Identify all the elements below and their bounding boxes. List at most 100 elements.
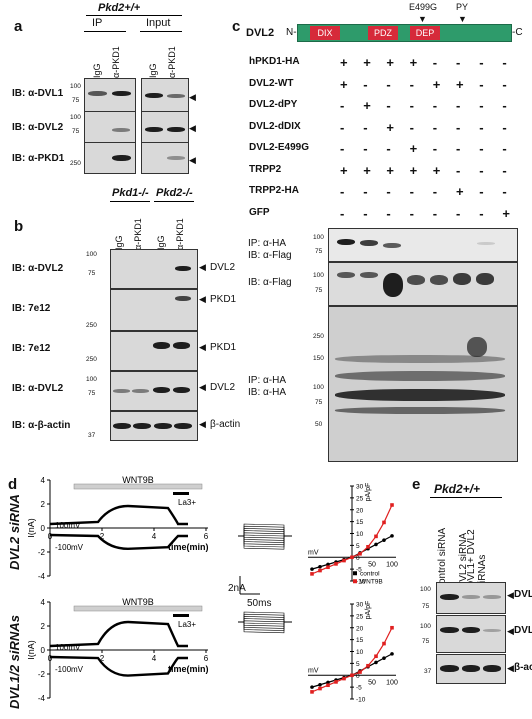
iv-1-wnt9b-point-5 xyxy=(350,673,354,678)
iv-1-control-point-8 xyxy=(374,660,378,665)
iv-1-wnt9b-point-6 xyxy=(358,670,362,674)
panel-e-rule xyxy=(430,497,502,498)
condition-mark-7-3: - xyxy=(409,205,414,221)
panel-b-blot-1 xyxy=(110,249,198,289)
panel-d-label-top: DVL2 siRNA xyxy=(7,494,22,570)
iv-0-ytick-label-3: 15 xyxy=(356,519,364,526)
panel-c-blot-3-label-2: IB: α-HA xyxy=(248,387,287,398)
trace-1-ytick-label-1: 2 xyxy=(41,622,46,631)
trace-1-ylabel: I(nA) xyxy=(28,640,36,660)
panel-b-row1-arrow: ◀ xyxy=(199,262,206,272)
condition-mark-5-4: + xyxy=(432,162,441,178)
condition-mark-3-1: - xyxy=(363,119,368,135)
panel-b-row5-label: IB: α-β-actin xyxy=(12,420,71,431)
trace-1-blocker-bar xyxy=(173,614,189,617)
condition-mark-2-7: - xyxy=(502,98,507,113)
panel-d-label-bottom: DVL1/2 siRNAs xyxy=(7,615,22,709)
panel-c-blot-3-mw-2: 150 xyxy=(313,355,324,362)
iv-0-ytick-label-7: -5 xyxy=(356,567,362,574)
condition-mark-2-5: - xyxy=(456,98,461,113)
iv-1-wnt9b-point-4 xyxy=(342,676,346,681)
panel-a-row3-label: IB: α-PKD1 xyxy=(12,153,65,164)
condition-mark-7-2: - xyxy=(386,205,391,221)
panel-e-row3-arrow: ◀ xyxy=(507,663,514,673)
panel-a-lane-2: α-PKD1 xyxy=(111,46,121,78)
trace-0-treatment-bar xyxy=(73,483,203,490)
iv-1-ytick-label-5: 5 xyxy=(356,661,360,668)
iv-1-xtick-label-1: 100 xyxy=(386,679,398,686)
iv-0-ytick-label-6: 0 xyxy=(356,555,360,562)
condition-mark-7-5: - xyxy=(456,205,461,221)
panel-e-row1-arrow: ◀ xyxy=(507,590,514,600)
panel-b-row4-mw2: 75 xyxy=(88,390,96,397)
panel-c-blot-1-label-1: IP: α-HA xyxy=(248,238,287,249)
panel-e-row2-mw2: 75 xyxy=(422,638,430,645)
panel-c-blot-3-mw-4: 75 xyxy=(315,399,323,406)
condition-mark-5-5: - xyxy=(456,162,461,178)
trace-1-positive-current xyxy=(49,620,188,648)
trace-0-positive-current xyxy=(49,504,188,526)
iv-0-wnt9b-point-6 xyxy=(358,551,362,556)
trace-0-ytick-label-3: -2 xyxy=(38,548,46,557)
iv-1-ytick-label-4: 10 xyxy=(356,649,364,656)
panel-b-genotype-1: Pkd1-/- xyxy=(112,187,149,199)
panel-b-row3-target: PKD1 xyxy=(210,342,237,353)
panel-d-letter: d xyxy=(8,476,18,493)
site-e499g: E499G xyxy=(409,2,438,12)
domain-pdz: PDZ xyxy=(368,26,398,40)
panel-a-row2-mw2: 75 xyxy=(72,128,80,135)
iv-1-control-point-1 xyxy=(318,682,322,687)
iv-0-wnt9b-point-5 xyxy=(350,555,354,560)
domain-dep: DEP xyxy=(410,26,440,40)
iv-0-xtick-label-0: 50 xyxy=(368,561,376,568)
iv-1-xtick-label-0: 50 xyxy=(368,679,376,686)
iv-0-control-point-10 xyxy=(390,534,394,538)
condition-mark-5-0: + xyxy=(340,162,348,178)
trace-0-vpos-label: 100mV xyxy=(55,521,81,530)
trace-0-ytick-label-1: 2 xyxy=(41,500,46,509)
panel-e-blot-1 xyxy=(436,582,506,614)
condition-mark-0-1: + xyxy=(363,55,371,70)
condition-mark-3-4: - xyxy=(432,119,438,135)
trace-0-negative-current xyxy=(49,533,188,551)
trace-0-ytick-label-4: -4 xyxy=(38,572,46,581)
trace-1-xlabel: time(min) xyxy=(168,664,209,674)
condition-mark-3-0: - xyxy=(340,119,345,135)
condition-mark-1-6: - xyxy=(479,76,484,92)
condition-mark-7-6: - xyxy=(479,205,484,221)
condition-mark-3-5: - xyxy=(456,119,461,135)
condition-label-7: GFP xyxy=(249,206,270,218)
condition-mark-0-0: + xyxy=(340,55,348,70)
condition-mark-6-7: - xyxy=(502,184,507,199)
condition-mark-0-6: - xyxy=(479,55,484,70)
panel-c-blot-3 xyxy=(328,306,518,462)
site-e499g-triangle-icon: ▼ xyxy=(418,14,427,24)
panel-c-blot-1-label-2: IB: α-Flag xyxy=(248,250,292,261)
panel-c-blot-1 xyxy=(328,228,518,262)
panel-b-rule-2 xyxy=(154,201,194,202)
panel-a-blot-2-input xyxy=(141,111,189,143)
panel-c-blot-3-label-1: IP: α-HA xyxy=(248,375,287,386)
condition-mark-1-5: + xyxy=(456,76,464,92)
iv-0-control-point-8 xyxy=(374,542,378,547)
panel-a-row3-arrow: ◀ xyxy=(189,155,196,165)
panel-c-blot-3-mw-5: 50 xyxy=(315,421,323,428)
iv-1-ytick-label-7: -5 xyxy=(356,685,362,692)
condition-mark-2-3: - xyxy=(409,98,414,113)
iv-0-wnt9b-point-4 xyxy=(342,558,346,563)
iv-legend-wnt-label: WNT9B xyxy=(360,578,383,585)
trace-0-xtick-label-3: 6 xyxy=(204,532,209,541)
trace-0-ytick-label-2: 0 xyxy=(41,524,46,533)
iv-1-control-point-9 xyxy=(382,656,386,660)
panel-a-row1-arrow: ◀ xyxy=(189,92,196,102)
steps-bottom-sweep-9 xyxy=(238,621,292,634)
panel-a-blot-1-input xyxy=(141,78,189,112)
panel-a-lane-1: IgG xyxy=(92,63,102,78)
panel-d-scale-current: 2nA xyxy=(228,583,246,594)
condition-mark-6-6: - xyxy=(479,184,484,199)
panel-b-row3-arrow: ◀ xyxy=(199,342,206,352)
condition-mark-3-7: - xyxy=(502,119,507,135)
iv-0-wnt9b-point-10 xyxy=(390,503,394,507)
trace-0-xtick-label-0: 0 xyxy=(48,532,53,541)
iv-1-wnt9b-point-3 xyxy=(334,680,338,684)
